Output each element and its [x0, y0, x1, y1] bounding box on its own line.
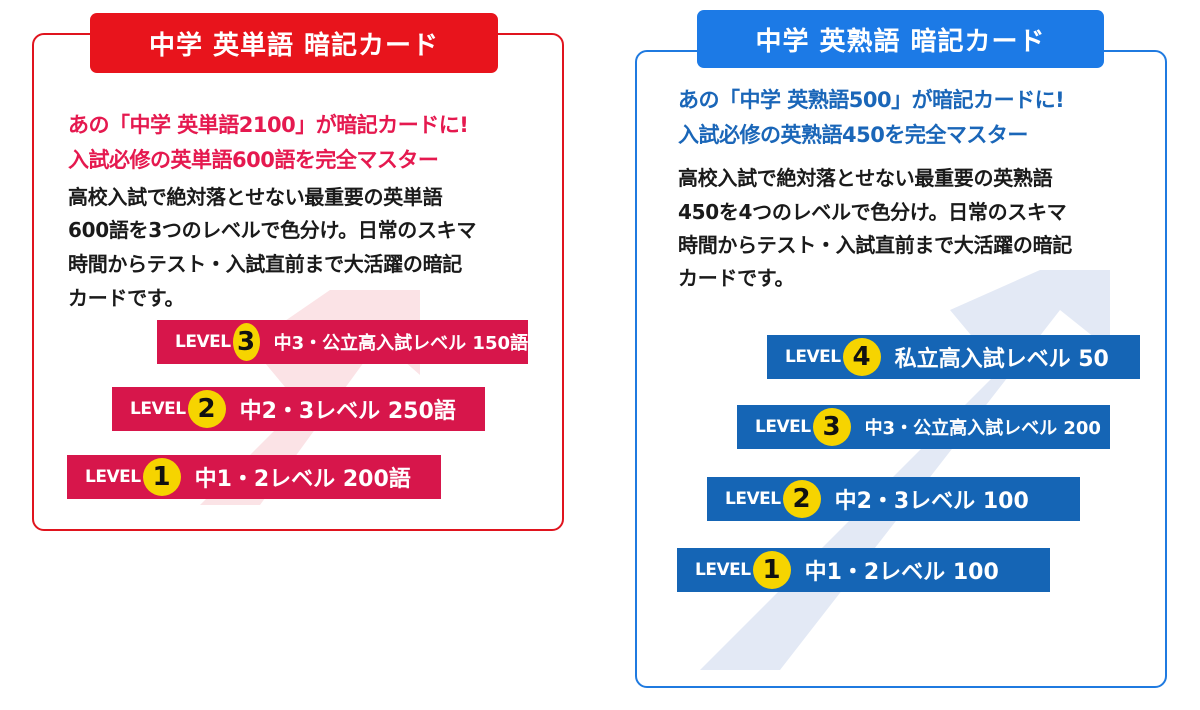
level-number-badge: 1 — [752, 551, 791, 589]
level-description: 中1・2レベル 200語 — [194, 467, 411, 492]
idiom-card-headline-1: あの「中学 英熟語500」が暗記カードに! — [678, 88, 1065, 112]
idiom-level-4-bar: LEVEL 4 私立高入試レベル 50 — [767, 335, 1140, 379]
level-label: LEVEL — [695, 560, 751, 580]
word-card-title: 中学 英単語 暗記カード — [90, 13, 498, 73]
word-card-headline-1: あの「中学 英単語2100」が暗記カードに! — [68, 113, 469, 137]
word-card-body-2: 600語を3つのレベルで色分け。日常のスキマ — [68, 218, 477, 242]
idiom-level-2-bar: LEVEL 2 中2・3レベル 100 — [707, 477, 1080, 521]
idiom-card-title: 中学 英熟語 暗記カード — [697, 10, 1104, 68]
level-number-badge: 4 — [842, 338, 881, 376]
level-number-badge: 2 — [782, 480, 821, 518]
idiom-card-body-3: 時間からテスト・入試直前まで大活躍の暗記 — [678, 233, 1072, 257]
level-description: 中3・公立高入試レベル 200 — [864, 418, 1101, 439]
word-card-body-3: 時間からテスト・入試直前まで大活躍の暗記 — [68, 252, 462, 276]
word-card-body-1: 高校入試で絶対落とせない最重要の英単語 — [68, 185, 443, 209]
idiom-card-body-2: 450を4つのレベルで色分け。日常のスキマ — [678, 200, 1067, 224]
level-number-badge: 3 — [232, 323, 260, 361]
level-number-badge: 3 — [812, 408, 851, 446]
idiom-card-headline-2: 入試必修の英熟語450を完全マスター — [678, 123, 1028, 147]
level-description: 中1・2レベル 100 — [804, 560, 999, 585]
level-label: LEVEL — [785, 347, 841, 367]
idiom-level-1-bar: LEVEL 1 中1・2レベル 100 — [677, 548, 1050, 592]
level-label: LEVEL — [755, 417, 811, 437]
level-description: 中2・3レベル 100 — [834, 489, 1029, 514]
word-card-headline-2: 入試必修の英単語600語を完全マスター — [68, 148, 439, 172]
idiom-card-body-4: カードです。 — [678, 266, 795, 290]
level-number-badge: 1 — [142, 458, 181, 496]
word-card-body-4: カードです。 — [68, 286, 185, 310]
level-description: 中2・3レベル 250語 — [239, 399, 456, 424]
level-description: 中3・公立高入試レベル 150語 — [273, 333, 528, 354]
idiom-card-body-1: 高校入試で絶対落とせない最重要の英熟語 — [678, 166, 1053, 190]
level-label: LEVEL — [85, 467, 141, 487]
level-label: LEVEL — [725, 489, 781, 509]
level-number-badge: 2 — [187, 390, 226, 428]
level-label: LEVEL — [130, 399, 186, 419]
idiom-level-3-bar: LEVEL 3 中3・公立高入試レベル 200 — [737, 405, 1110, 449]
level-label: LEVEL — [175, 332, 231, 352]
word-level-3-bar: LEVEL 3 中3・公立高入試レベル 150語 — [157, 320, 528, 364]
level-description: 私立高入試レベル 50 — [894, 347, 1109, 372]
word-level-1-bar: LEVEL 1 中1・2レベル 200語 — [67, 455, 441, 499]
word-level-2-bar: LEVEL 2 中2・3レベル 250語 — [112, 387, 485, 431]
